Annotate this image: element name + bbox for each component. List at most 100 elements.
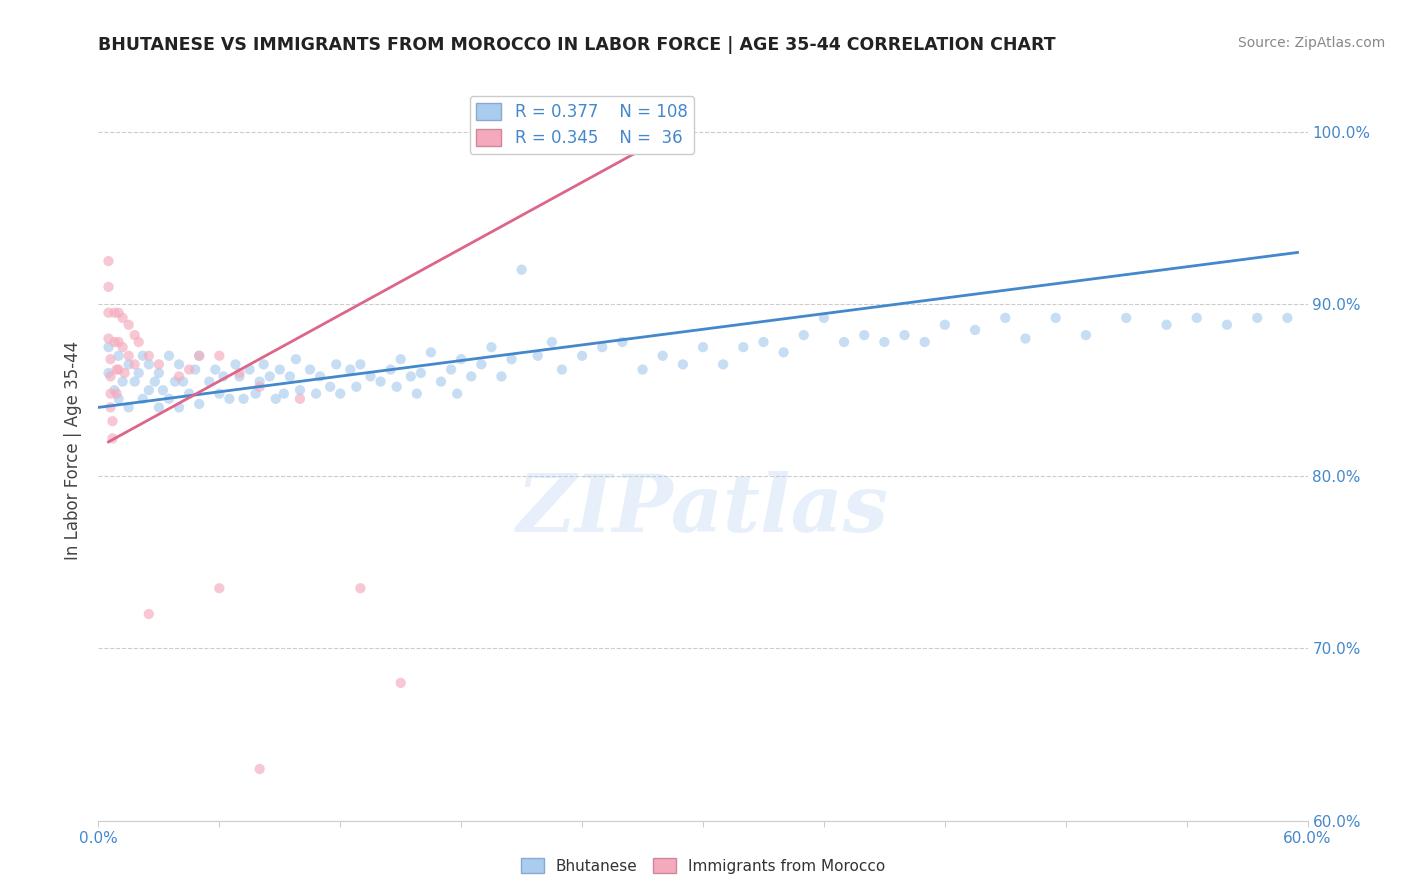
Point	[360, 369, 382, 384]
Point	[571, 349, 593, 363]
Point	[132, 349, 155, 363]
Point	[208, 349, 231, 363]
Point	[148, 357, 170, 371]
Point	[501, 352, 523, 367]
Point	[107, 306, 129, 320]
Point	[228, 369, 250, 384]
Point	[651, 349, 673, 363]
Point	[470, 357, 492, 371]
Point	[752, 334, 775, 349]
Point	[97, 332, 120, 346]
Point	[179, 362, 201, 376]
Point	[218, 392, 240, 406]
Point	[249, 375, 271, 389]
Point	[188, 349, 211, 363]
Point	[460, 369, 482, 384]
Point	[105, 386, 128, 401]
Point	[430, 375, 453, 389]
Point	[1156, 318, 1178, 332]
Point	[103, 306, 125, 320]
Point	[893, 328, 915, 343]
Point	[832, 334, 855, 349]
Point	[172, 375, 194, 389]
Point	[491, 369, 513, 384]
Point	[228, 366, 250, 380]
Point	[349, 357, 371, 371]
Point	[232, 392, 254, 406]
Point	[440, 362, 463, 376]
Point	[105, 362, 128, 376]
Point	[128, 366, 150, 380]
Point	[111, 310, 134, 325]
Point	[97, 280, 120, 294]
Point	[163, 375, 186, 389]
Point	[128, 334, 150, 349]
Point	[103, 383, 125, 397]
Point	[152, 383, 174, 397]
Point	[179, 386, 201, 401]
Text: Source: ZipAtlas.com: Source: ZipAtlas.com	[1237, 36, 1385, 50]
Point	[167, 369, 190, 384]
Point	[132, 392, 155, 406]
Point	[288, 392, 311, 406]
Point	[124, 357, 146, 371]
Point	[612, 334, 634, 349]
Point	[551, 362, 574, 376]
Point	[157, 392, 180, 406]
Legend: Bhutanese, Immigrants from Morocco: Bhutanese, Immigrants from Morocco	[515, 852, 891, 880]
Point	[873, 334, 896, 349]
Point	[100, 401, 122, 415]
Point	[284, 352, 307, 367]
Point	[540, 334, 562, 349]
Point	[329, 386, 352, 401]
Point	[101, 414, 124, 428]
Point	[1045, 310, 1067, 325]
Point	[97, 254, 120, 268]
Point	[97, 306, 120, 320]
Point	[188, 397, 211, 411]
Point	[100, 386, 122, 401]
Point	[107, 334, 129, 349]
Point	[305, 386, 328, 401]
Point	[111, 340, 134, 354]
Point	[934, 318, 956, 332]
Point	[1246, 310, 1268, 325]
Point	[772, 345, 794, 359]
Point	[204, 362, 226, 376]
Point	[97, 366, 120, 380]
Point	[389, 352, 412, 367]
Point	[853, 328, 876, 343]
Point	[138, 357, 160, 371]
Point	[101, 431, 124, 445]
Point	[157, 349, 180, 363]
Point	[385, 380, 408, 394]
Point	[288, 383, 311, 397]
Point	[420, 345, 443, 359]
Point	[405, 386, 427, 401]
Point	[143, 375, 166, 389]
Point	[212, 369, 235, 384]
Point	[370, 375, 392, 389]
Point	[184, 362, 207, 376]
Point	[631, 362, 654, 376]
Point	[672, 357, 695, 371]
Point	[107, 349, 129, 363]
Point	[344, 380, 367, 394]
Point	[198, 375, 221, 389]
Point	[526, 349, 548, 363]
Point	[450, 352, 472, 367]
Point	[259, 369, 281, 384]
Point	[481, 340, 503, 354]
Point	[253, 357, 276, 371]
Point	[994, 310, 1017, 325]
Point	[380, 362, 402, 376]
Point	[692, 340, 714, 354]
Point	[114, 366, 136, 380]
Point	[107, 362, 129, 376]
Point	[793, 328, 815, 343]
Point	[1277, 310, 1299, 325]
Point	[269, 362, 291, 376]
Point	[264, 392, 287, 406]
Point	[813, 310, 835, 325]
Y-axis label: In Labor Force | Age 35-44: In Labor Force | Age 35-44	[65, 341, 83, 560]
